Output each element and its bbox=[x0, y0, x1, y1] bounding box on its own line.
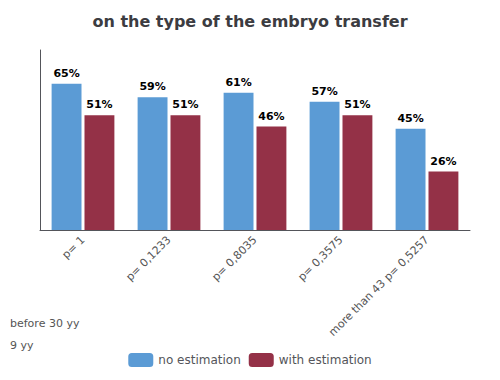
svg-text:65%: 65% bbox=[53, 67, 79, 80]
svg-text:p= 0,3575: p= 0,3575 bbox=[295, 233, 345, 283]
svg-text:46%: 46% bbox=[258, 110, 284, 123]
svg-text:51%: 51% bbox=[344, 98, 370, 111]
svg-text:57%: 57% bbox=[311, 85, 337, 98]
svg-text:with estimation: with estimation bbox=[279, 353, 372, 367]
svg-text:9 yy: 9 yy bbox=[10, 339, 34, 352]
svg-text:before 30 yy: before 30 yy bbox=[10, 317, 80, 330]
svg-text:p= 0,1233: p= 0,1233 bbox=[123, 233, 173, 283]
svg-text:on the type of the embryo tran: on the type of the embryo transfer bbox=[92, 12, 407, 31]
svg-text:26%: 26% bbox=[430, 155, 456, 168]
svg-text:more than 43 p= 0,5257: more than 43 p= 0,5257 bbox=[326, 233, 431, 338]
svg-text:51%: 51% bbox=[172, 98, 198, 111]
svg-text:45%: 45% bbox=[397, 112, 423, 125]
svg-text:61%: 61% bbox=[225, 76, 251, 89]
svg-text:51%: 51% bbox=[86, 98, 112, 111]
svg-text:p= 1: p= 1 bbox=[60, 233, 88, 261]
svg-text:no estimation: no estimation bbox=[158, 353, 240, 367]
svg-text:p= 0,8035: p= 0,8035 bbox=[209, 233, 259, 283]
svg-text:59%: 59% bbox=[139, 80, 165, 93]
